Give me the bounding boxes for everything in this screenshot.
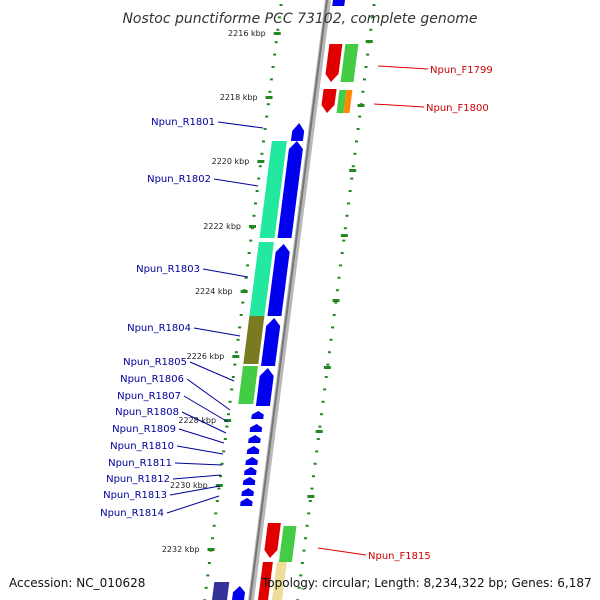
gene-R1804-blue[interactable]: [261, 318, 281, 366]
gene-R1805-green[interactable]: [238, 366, 258, 404]
gene-R1802-teal[interactable]: [259, 141, 287, 238]
gene-F1816-red[interactable]: [258, 562, 273, 600]
genome-title: Nostoc punctiforme PCC 73102, complete g…: [122, 11, 477, 27]
gene-F1800-red[interactable]: [321, 89, 337, 113]
gene-R1802-blue[interactable]: [277, 141, 303, 238]
gene-R1803-teal[interactable]: [249, 242, 274, 316]
gene-F1815-red[interactable]: [264, 523, 281, 558]
tick-label: 2218 kbp: [220, 93, 258, 102]
forward-gene-label[interactable]: Npun_F1800: [426, 103, 489, 114]
reverse-gene-label[interactable]: Npun_R1808: [115, 407, 179, 418]
gene-F1800-orange[interactable]: [343, 90, 353, 113]
gene-F1799-red[interactable]: [325, 44, 343, 82]
reverse-gene-label[interactable]: Npun_R1814: [100, 508, 164, 519]
gene-top-blue[interactable]: [332, 0, 345, 6]
forward-gene-label[interactable]: Npun_F1815: [368, 551, 431, 562]
tick-dot-track: [203, 4, 376, 600]
tick-label: 2222 kbp: [203, 222, 241, 231]
reverse-label-connector: [176, 445, 224, 455]
forward-label-connector: [317, 547, 367, 556]
forward-gene-label[interactable]: Npun_F1799: [430, 65, 493, 76]
forward-label-connector: [373, 103, 425, 108]
gene-small-blue-3[interactable]: [248, 435, 261, 443]
gene-small-blue-4[interactable]: [246, 446, 260, 454]
reverse-label-connector: [202, 268, 249, 278]
reverse-gene-label[interactable]: Npun_R1805: [123, 357, 187, 368]
forward-label-connector: [377, 65, 429, 70]
reverse-label-connector: [181, 411, 227, 434]
gene-F1816-tan[interactable]: [272, 562, 287, 600]
reverse-label-connector: [178, 428, 225, 444]
gene-small-blue-7[interactable]: [242, 477, 256, 485]
gene-F1815-green[interactable]: [278, 526, 297, 562]
reverse-gene-label[interactable]: Npun_R1801: [151, 117, 215, 128]
gene-small-blue-8[interactable]: [241, 488, 254, 496]
tick-label: 2230 kbp: [170, 481, 208, 490]
gene-small-blue-9[interactable]: [240, 498, 253, 506]
gene-R1804-olive[interactable]: [243, 316, 265, 364]
reverse-label-connector: [193, 327, 241, 337]
gene-F1800-green[interactable]: [336, 90, 347, 113]
reverse-label-connector: [172, 474, 222, 480]
tick-label: 2220 kbp: [212, 157, 250, 166]
reverse-label-connector: [166, 495, 220, 514]
reverse-label-connector: [189, 361, 235, 382]
gene-bottom-blue[interactable]: [232, 586, 245, 600]
tick-label: 2224 kbp: [195, 287, 233, 296]
topology-text: Topology: circular; Length: 8,234,322 bp…: [261, 576, 592, 590]
gene-small-blue-1[interactable]: [251, 411, 264, 419]
gene-F1799-green[interactable]: [340, 44, 359, 82]
reverse-gene-label[interactable]: Npun_R1812: [106, 474, 170, 485]
gene-R1805-blue[interactable]: [255, 368, 274, 406]
reverse-gene-label[interactable]: Npun_R1803: [136, 264, 200, 275]
reverse-label-connector: [169, 485, 221, 496]
gene-small-blue-6[interactable]: [244, 467, 257, 475]
reverse-gene-label[interactable]: Npun_R1811: [108, 458, 172, 469]
reverse-gene-label[interactable]: Npun_R1804: [127, 323, 191, 334]
reverse-gene-label[interactable]: Npun_R1806: [120, 374, 184, 385]
gene-small-blue-2[interactable]: [249, 424, 263, 432]
reverse-gene-label[interactable]: Npun_R1807: [117, 391, 181, 402]
reverse-gene-label[interactable]: Npun_R1802: [147, 174, 211, 185]
reverse-gene-label[interactable]: Npun_R1810: [110, 441, 174, 452]
reverse-label-connector: [213, 178, 259, 187]
gene-R1803-blue[interactable]: [267, 244, 290, 316]
reverse-gene-label[interactable]: Npun_R1809: [112, 424, 176, 435]
genome-backbone: [248, 0, 331, 600]
gene-R1801-blue[interactable]: [290, 123, 305, 141]
reverse-label-connector: [183, 395, 229, 423]
reverse-gene-label[interactable]: Npun_R1813: [103, 490, 167, 501]
reverse-label-connector: [186, 378, 231, 411]
reverse-label-connector: [217, 121, 264, 129]
tick-label: 2226 kbp: [187, 352, 225, 361]
accession-text: Accession: NC_010628: [9, 576, 145, 590]
gene-small-blue-5[interactable]: [245, 457, 258, 465]
reverse-label-connector: [174, 462, 223, 466]
gene-bottom-navy[interactable]: [212, 582, 230, 600]
tick-label: 2232 kbp: [162, 545, 200, 554]
tick-label: 2228 kbp: [178, 416, 216, 425]
tick-label: 2216 kbp: [228, 29, 266, 38]
